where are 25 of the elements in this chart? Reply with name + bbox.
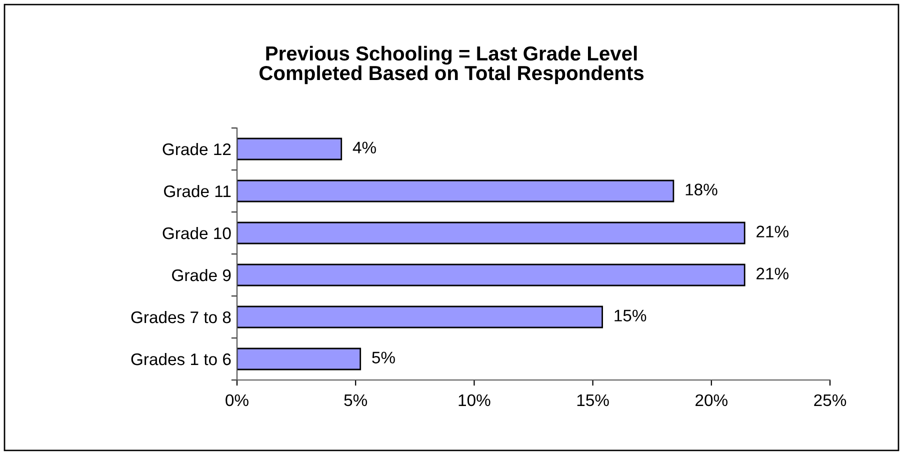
y-tick-label: Grade 11 — [164, 184, 231, 198]
x-tick-label: 25% — [814, 394, 846, 406]
bar — [237, 306, 603, 328]
data-label: 21% — [756, 226, 788, 238]
x-tick-label: 10% — [458, 394, 490, 406]
x-tick-label: 0% — [226, 394, 248, 406]
bar — [237, 264, 746, 286]
data-label: 4% — [352, 142, 376, 154]
bar — [237, 180, 674, 202]
bar — [237, 138, 342, 160]
data-label: 21% — [756, 268, 788, 280]
x-tick-label: 20% — [696, 394, 728, 406]
y-tick-label: Grade 10 — [162, 226, 231, 240]
data-label: 18% — [686, 184, 718, 196]
data-label: 15% — [614, 310, 646, 322]
bar — [237, 222, 746, 244]
data-label: 5% — [372, 352, 395, 364]
y-tick-label: Grade 12 — [162, 142, 231, 156]
x-tick-label: 15% — [577, 394, 609, 406]
y-tick-label: Grade 9 — [172, 268, 231, 282]
bar — [237, 348, 362, 370]
y-tick-label: Grades 1 to 6 — [131, 352, 231, 366]
y-tick-label: Grades 7 to 8 — [131, 310, 231, 324]
chart-title: Previous Schooling = Last Grade Level Completed Based on Total Respondents — [260, 46, 644, 84]
x-tick-label: 5% — [344, 394, 368, 406]
